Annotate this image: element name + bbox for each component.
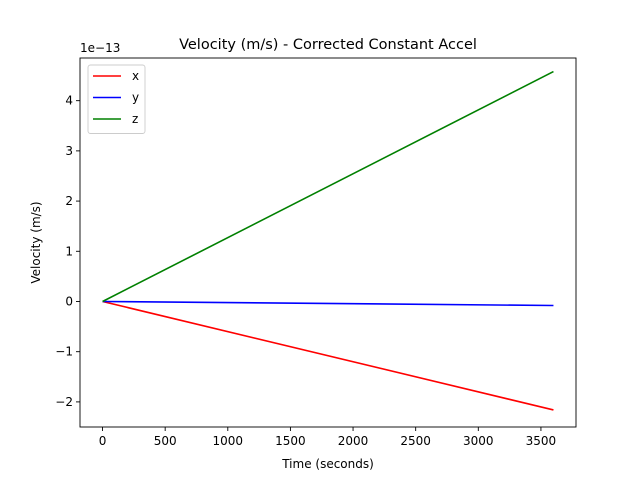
x-tick-label: 2000 (338, 434, 369, 448)
legend-label-x: x (132, 69, 139, 83)
axes-frame (79, 57, 577, 428)
series-line-x (102, 300, 554, 411)
y-tick-label: −2 (55, 395, 73, 409)
legend: xyz (87, 64, 146, 134)
y-tick-label: 0 (65, 294, 73, 308)
series-line-z (102, 70, 554, 303)
x-tick-label: 2500 (400, 434, 431, 448)
x-tick-label: 1000 (213, 434, 244, 448)
x-tick-label: 1500 (275, 434, 306, 448)
x-axis-label: Time (seconds) (281, 457, 374, 471)
y-tick-label: 2 (65, 194, 73, 208)
x-tick-label: 500 (154, 434, 177, 448)
legend-label-y: y (132, 91, 139, 105)
axes: 0 500 1000 1500 2000 2500 3000 3500 −2 −1 0 1 2 3 4 (55, 57, 577, 448)
legend-label-z: z (132, 112, 138, 126)
legend-box (87, 64, 146, 134)
y-tick-label: 3 (65, 144, 73, 158)
y-axis-label: Velocity (m/s) (29, 201, 43, 283)
y-tick-label: 1 (65, 244, 73, 258)
x-tick-label: 3500 (526, 434, 557, 448)
chart-title: Velocity (m/s) - Corrected Constant Acce… (179, 37, 477, 53)
y-tick-label: 4 (65, 94, 73, 108)
y-tick-label: −1 (55, 345, 73, 359)
y-axis-scale-label: 1e−13 (80, 41, 120, 55)
x-tick-label: 3000 (463, 434, 494, 448)
series-line-y (102, 300, 554, 307)
plot-area (102, 70, 554, 411)
x-tick-label: 0 (99, 434, 107, 448)
